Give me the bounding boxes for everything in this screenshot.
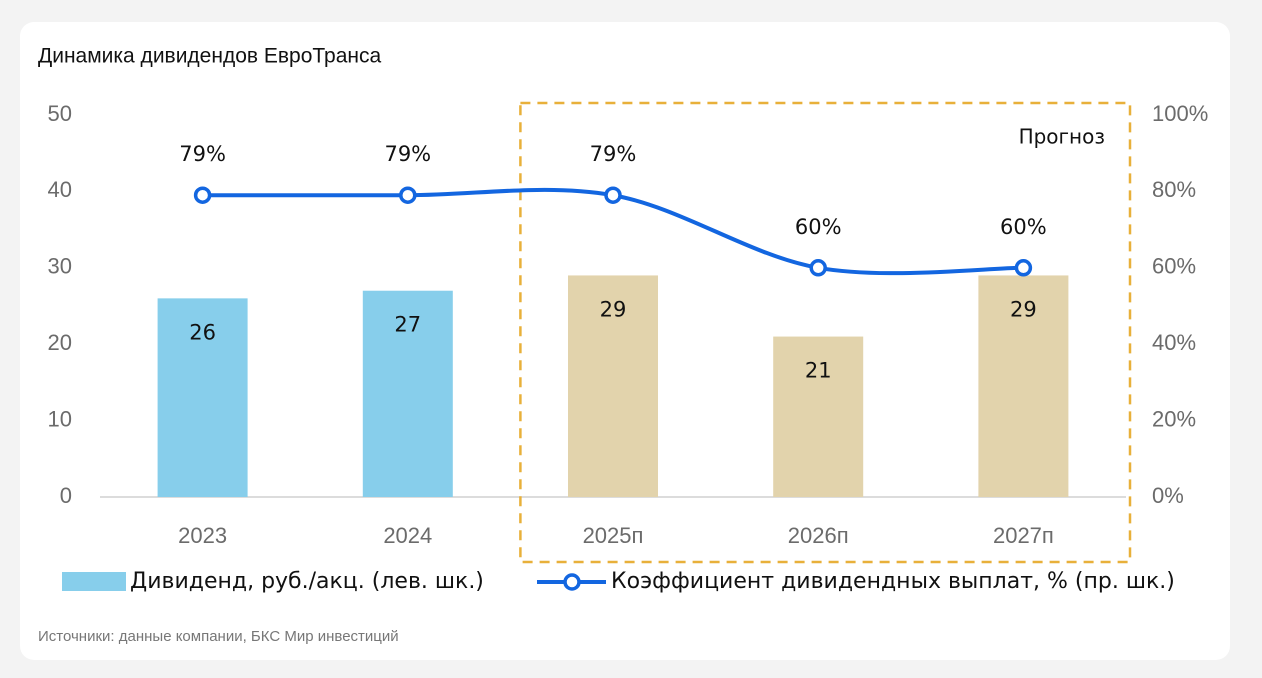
y2-tick-label: 100% <box>1152 101 1208 126</box>
chart-title: Динамика дивидендов ЕвроТранса <box>38 45 382 68</box>
data-label: 29 <box>600 297 627 321</box>
data-label: 60% <box>795 215 842 239</box>
forecast-box <box>519 101 1132 564</box>
y2-tick-label: 0% <box>1152 483 1184 508</box>
line-marker <box>604 186 622 204</box>
x-tick-label: 2025п <box>583 523 644 548</box>
line-marker <box>399 186 417 204</box>
y2-tick-label: 80% <box>1152 177 1196 202</box>
data-label: 79% <box>590 142 637 166</box>
legend-label: Коэффициент дивидендных выплат, % (пр. ш… <box>611 569 1175 594</box>
bar <box>362 290 453 497</box>
y-tick-label: 20 <box>48 330 72 355</box>
y-tick-label: 50 <box>48 101 72 126</box>
data-label: 26 <box>189 320 216 344</box>
y2-tick-label: 60% <box>1152 254 1196 279</box>
bar <box>157 298 248 497</box>
data-label: 27 <box>394 313 421 337</box>
y-tick-label: 30 <box>48 254 72 279</box>
y-tick-label: 0 <box>60 483 72 508</box>
bar <box>568 275 658 497</box>
y-tick-label: 40 <box>48 177 72 202</box>
x-tick-label: 2023 <box>178 523 227 548</box>
line-marker <box>193 186 212 204</box>
bar <box>773 336 864 497</box>
y2-tick-label: 20% <box>1152 406 1196 431</box>
data-label: 79% <box>384 142 431 166</box>
legend-swatch <box>62 572 126 591</box>
data-label: 79% <box>179 142 226 166</box>
data-label: 60% <box>1000 215 1047 239</box>
bar <box>978 275 1069 497</box>
y2-tick-label: 40% <box>1152 330 1196 355</box>
source: Источники: данные компании, БКС Мир инве… <box>38 628 399 645</box>
legend-label: Дивиденд, руб./акц. (лев. шк.) <box>130 569 484 594</box>
y-tick-label: 10 <box>48 406 72 431</box>
x-tick-label: 2027п <box>993 523 1054 548</box>
line-marker <box>1014 259 1033 277</box>
line-marker <box>809 259 827 277</box>
x-tick-label: 2024 <box>383 523 432 548</box>
data-label: 29 <box>1010 297 1037 321</box>
legend-marker <box>563 573 581 591</box>
x-tick-label: 2026п <box>788 523 849 548</box>
data-label: 21 <box>805 359 832 383</box>
annotation: Прогноз <box>1019 125 1105 149</box>
